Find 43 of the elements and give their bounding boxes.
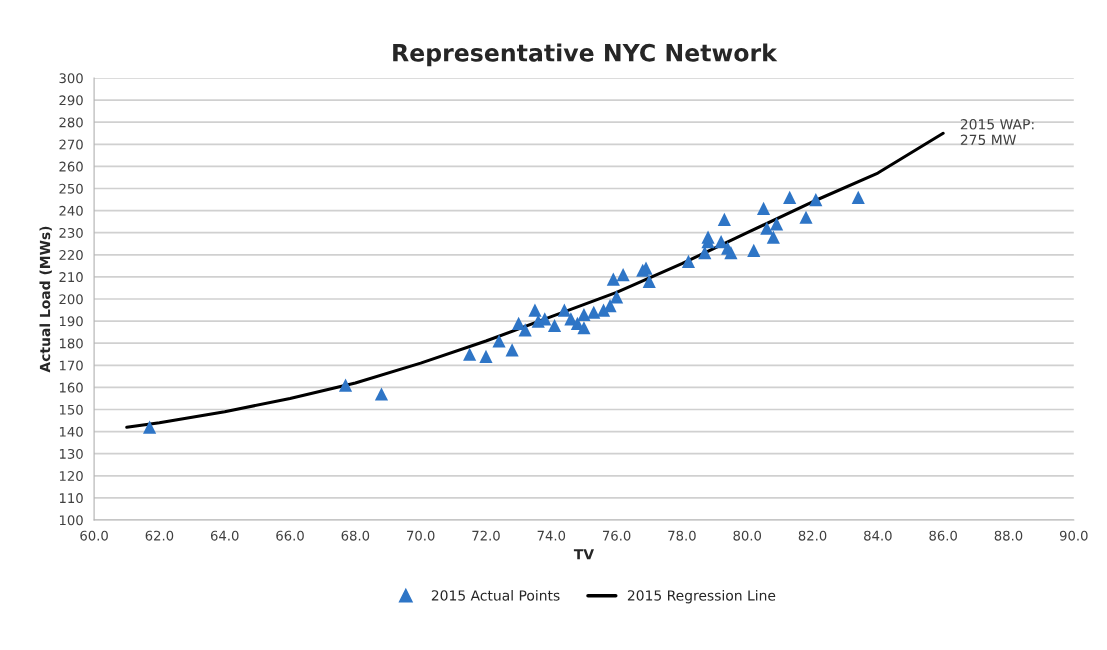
legend-label: 2015 Regression Line	[627, 589, 776, 604]
y-tick-label: 180	[59, 338, 83, 349]
x-tick-label: 82.0	[798, 530, 827, 541]
x-tick-label: 66.0	[276, 530, 304, 541]
y-tick-label: 130	[59, 448, 83, 459]
y-tick-label: 120	[59, 471, 83, 481]
y-tick-label: 300	[59, 73, 83, 84]
x-tick-label: 64.0	[210, 530, 239, 541]
annotation: 2015 WAP: 275 MW	[960, 119, 1034, 146]
x-tick-label: 70.0	[407, 530, 435, 541]
y-tick-label: 220	[59, 250, 83, 260]
y-tick-label: 100	[59, 515, 83, 526]
x-tick-label: 80.0	[733, 530, 762, 541]
x-axis-title: TV	[573, 549, 594, 560]
chart-title: Representative NYC Network	[393, 43, 778, 67]
y-tick-label: 230	[59, 227, 83, 238]
x-tick-label: 60.0	[80, 530, 108, 541]
y-tick-label: 170	[59, 360, 83, 371]
y-tick-label: 200	[59, 294, 83, 305]
y-tick-label: 280	[59, 117, 83, 128]
x-tick-label: 84.0	[864, 530, 892, 541]
x-tick-label: 74.0	[537, 530, 566, 541]
y-tick-label: 150	[59, 404, 83, 415]
y-tick-label: 210	[59, 272, 83, 283]
x-tick-label: 76.0	[602, 530, 631, 541]
y-tick-label: 190	[59, 316, 83, 327]
y-tick-label: 110	[59, 493, 83, 504]
y-tick-label: 160	[59, 382, 83, 393]
y-tick-label: 270	[59, 139, 83, 150]
x-tick-label: 68.0	[341, 530, 370, 541]
y-tick-label: 290	[59, 95, 83, 106]
legend-label: 2015 Actual Points	[431, 589, 560, 601]
y-tick-label: 250	[59, 183, 83, 194]
y-tick-label: 240	[59, 205, 83, 216]
x-tick-label: 78.0	[668, 530, 696, 541]
x-tick-label: 72.0	[472, 530, 500, 541]
x-tick-label: 90.0	[1059, 530, 1088, 541]
y-tick-label: 260	[59, 161, 83, 172]
x-tick-label: 62.0	[145, 530, 174, 541]
x-tick-label: 88.0	[994, 530, 1023, 541]
y-axis-title: Actual Load (MWs)	[39, 226, 52, 373]
x-tick-label: 86.0	[929, 530, 957, 541]
y-tick-label: 140	[59, 426, 83, 437]
